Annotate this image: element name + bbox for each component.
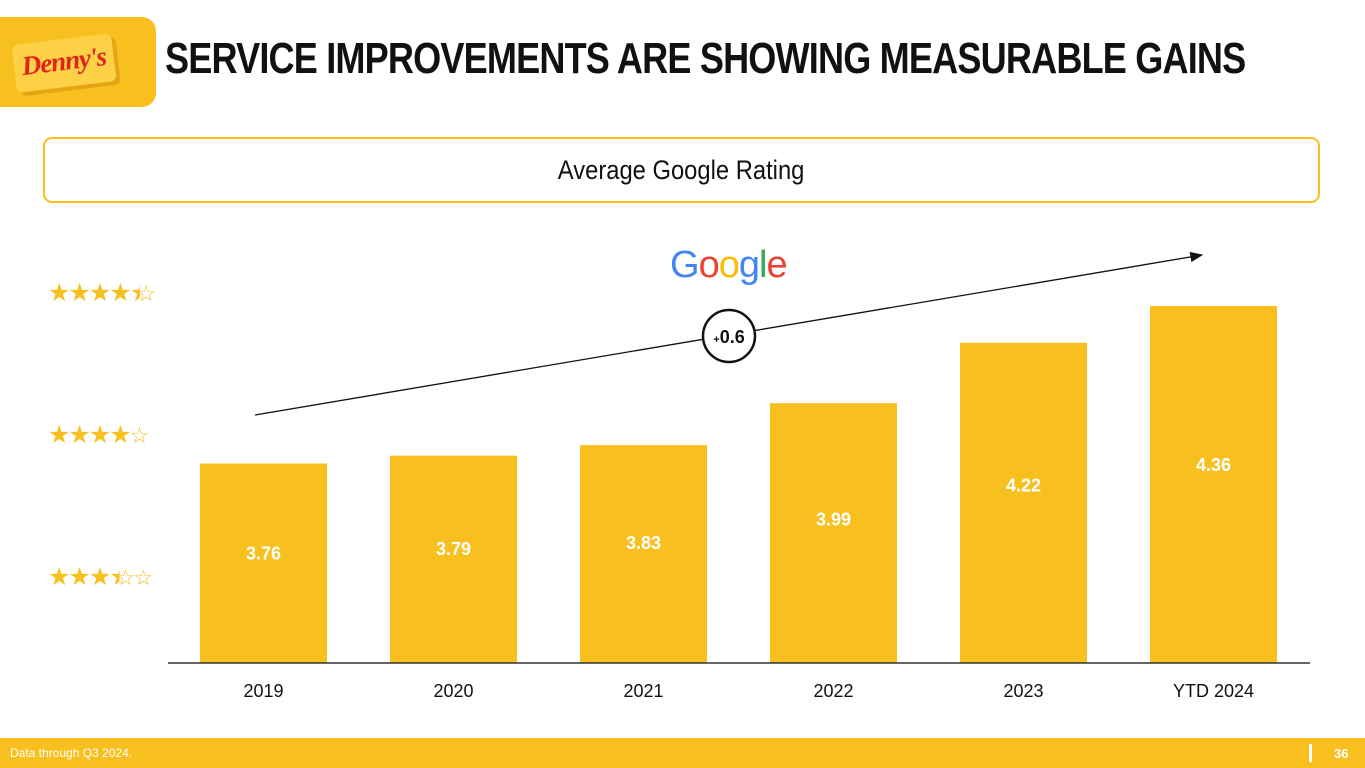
bar-value-label: 4.36 [1196,455,1231,475]
google-letter: g [738,244,760,286]
star-empty-icon: ☆ [115,565,136,590]
x-tick-label: 2023 [1003,681,1043,701]
star-rating-3-5: ★★★★☆☆ [48,562,153,592]
logo-tab: Denny's [0,17,156,107]
chart-bar [1150,306,1277,663]
google-letter: G [670,244,700,286]
chart-bar [580,445,707,663]
change-annotation-label: +0.6 [713,327,744,347]
star-empty-icon: ☆ [136,281,156,306]
change-annotation-circle [701,308,757,364]
star-empty-icon: ☆ [129,423,150,448]
star-half-icon: ★ [129,279,151,307]
google-letter: e [766,244,787,286]
page-number: 36 [1334,746,1349,761]
star-filled-icons: ★★★ [48,563,111,591]
bar-value-label: 3.83 [626,533,661,553]
star-filled-icons: ★★★★ [48,421,132,449]
footnote: Data through Q3 2024. [10,746,133,760]
x-tick-label: YTD 2024 [1173,681,1254,701]
chart-subtitle-box: Average Google Rating [43,137,1320,203]
page-title: SERVICE IMPROVEMENTS ARE SHOWING MEASURA… [165,34,1246,83]
star-rating-4-0: ★★★★☆ [48,420,150,450]
chart-bar [770,403,897,663]
bar-value-label: 4.22 [1006,476,1041,496]
chart-bar [390,455,517,663]
google-letter: l [758,244,768,286]
star-half-icon: ★ [109,563,130,591]
google-letter: o [698,244,720,286]
chart-subtitle: Average Google Rating [558,154,805,185]
x-tick-label: 2021 [623,681,663,701]
star-filled-icons: ★★★★ [48,279,132,307]
google-logo: Google [670,244,788,287]
footer-divider [1309,744,1312,762]
bar-chart: 3.76 2019 3.79 2020 3.83 2021 3.99 2022 4.22 2023… [168,251,1310,701]
x-tick-label: 2022 [813,681,853,701]
google-letter: o [718,244,740,286]
x-tick-label: 2019 [243,681,283,701]
x-tick-label: 2020 [433,681,473,701]
chart-bar [200,463,327,663]
star-empty-icon: ☆ [133,565,153,590]
chart-bar [960,342,1087,663]
star-rating-4-5: ★★★★★☆ [48,278,156,308]
bar-value-label: 3.99 [816,509,851,529]
footer-bar: Data through Q3 2024. 36 [0,738,1365,768]
bar-value-label: 3.76 [246,543,281,563]
bar-value-label: 3.79 [436,539,471,559]
